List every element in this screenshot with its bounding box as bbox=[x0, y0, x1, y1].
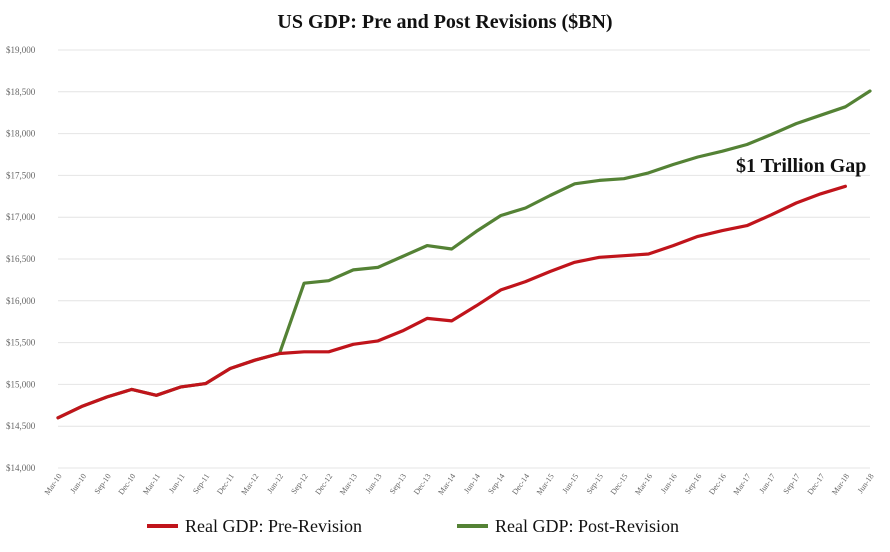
y-tick-label: $15,000 bbox=[6, 379, 36, 389]
x-tick-label: Dec-10 bbox=[117, 472, 138, 496]
x-tick-label: Mar-14 bbox=[436, 472, 457, 497]
chart-title: US GDP: Pre and Post Revisions ($BN) bbox=[277, 11, 612, 33]
x-axis-ticks: Mar-10 Jun-10 Sep-10 Dec-10 Mar-11 Jun-11 Sep-… bbox=[43, 472, 876, 497]
x-tick-label: Dec-13 bbox=[412, 472, 433, 496]
x-tick-label: Jun-12 bbox=[265, 472, 285, 495]
x-tick-label: Jun-16 bbox=[659, 472, 679, 495]
x-tick-label: Mar-11 bbox=[141, 472, 162, 496]
y-tick-label: $16,500 bbox=[6, 254, 36, 264]
trillion-gap-annotation: $1 Trillion Gap bbox=[736, 155, 866, 177]
x-tick-label: Mar-17 bbox=[732, 472, 753, 497]
legend-label-pre-revision: Real GDP: Pre-Revision bbox=[185, 516, 362, 536]
series-line-pre-revision bbox=[56, 184, 847, 420]
x-tick-label: Sep-17 bbox=[781, 472, 801, 496]
x-tick-label: Mar-15 bbox=[535, 472, 556, 497]
y-tick-label: $18,000 bbox=[6, 129, 36, 139]
x-tick-label: Dec-14 bbox=[510, 472, 531, 496]
x-tick-label: Sep-16 bbox=[683, 472, 703, 496]
y-tick-label: $14,000 bbox=[6, 463, 36, 473]
series-lines bbox=[56, 89, 872, 420]
x-tick-label: Sep-12 bbox=[289, 472, 309, 496]
y-tick-label: $18,500 bbox=[6, 87, 36, 97]
y-tick-label: $17,000 bbox=[6, 212, 36, 222]
x-tick-label: Mar-10 bbox=[43, 472, 64, 497]
y-tick-label: $17,500 bbox=[6, 170, 36, 180]
x-tick-label: Sep-11 bbox=[191, 472, 211, 495]
x-tick-label: Mar-18 bbox=[830, 472, 851, 497]
x-tick-label: Jun-13 bbox=[364, 472, 384, 495]
legend-label-post-revision: Real GDP: Post-Revision bbox=[495, 516, 679, 536]
x-tick-label: Mar-12 bbox=[239, 472, 260, 497]
series-line-post-revision bbox=[56, 89, 872, 420]
legend: Real GDP: Pre-Revision Real GDP: Post-Re… bbox=[147, 516, 679, 536]
x-tick-label: Mar-13 bbox=[338, 472, 359, 497]
x-tick-label: Sep-15 bbox=[585, 472, 605, 496]
y-tick-label: $14,500 bbox=[6, 421, 36, 431]
y-tick-label: $15,500 bbox=[6, 338, 36, 348]
x-tick-label: Dec-15 bbox=[609, 472, 630, 496]
x-tick-label: Jun-11 bbox=[167, 472, 187, 495]
y-tick-label: $16,000 bbox=[6, 296, 36, 306]
y-tick-label: $19,000 bbox=[6, 45, 36, 55]
x-tick-label: Dec-12 bbox=[313, 472, 334, 496]
x-tick-label: Jun-10 bbox=[68, 472, 88, 495]
x-tick-label: Jun-15 bbox=[561, 472, 581, 495]
x-tick-label: Sep-13 bbox=[388, 472, 408, 496]
x-tick-label: Dec-17 bbox=[806, 472, 827, 496]
x-tick-label: Jun-14 bbox=[462, 472, 482, 495]
y-axis-ticks: $14,000 $14,500 $15,000 $15,500 $16,000 $16,5… bbox=[6, 45, 36, 473]
x-tick-label: Dec-11 bbox=[215, 472, 236, 496]
x-tick-label: Jun-18 bbox=[856, 472, 876, 495]
x-tick-label: Sep-14 bbox=[486, 472, 506, 496]
gridlines bbox=[58, 49, 870, 469]
x-tick-label: Sep-10 bbox=[92, 472, 112, 496]
x-tick-label: Dec-16 bbox=[707, 472, 728, 496]
x-tick-label: Mar-16 bbox=[633, 472, 654, 497]
x-tick-label: Jun-17 bbox=[757, 472, 777, 495]
